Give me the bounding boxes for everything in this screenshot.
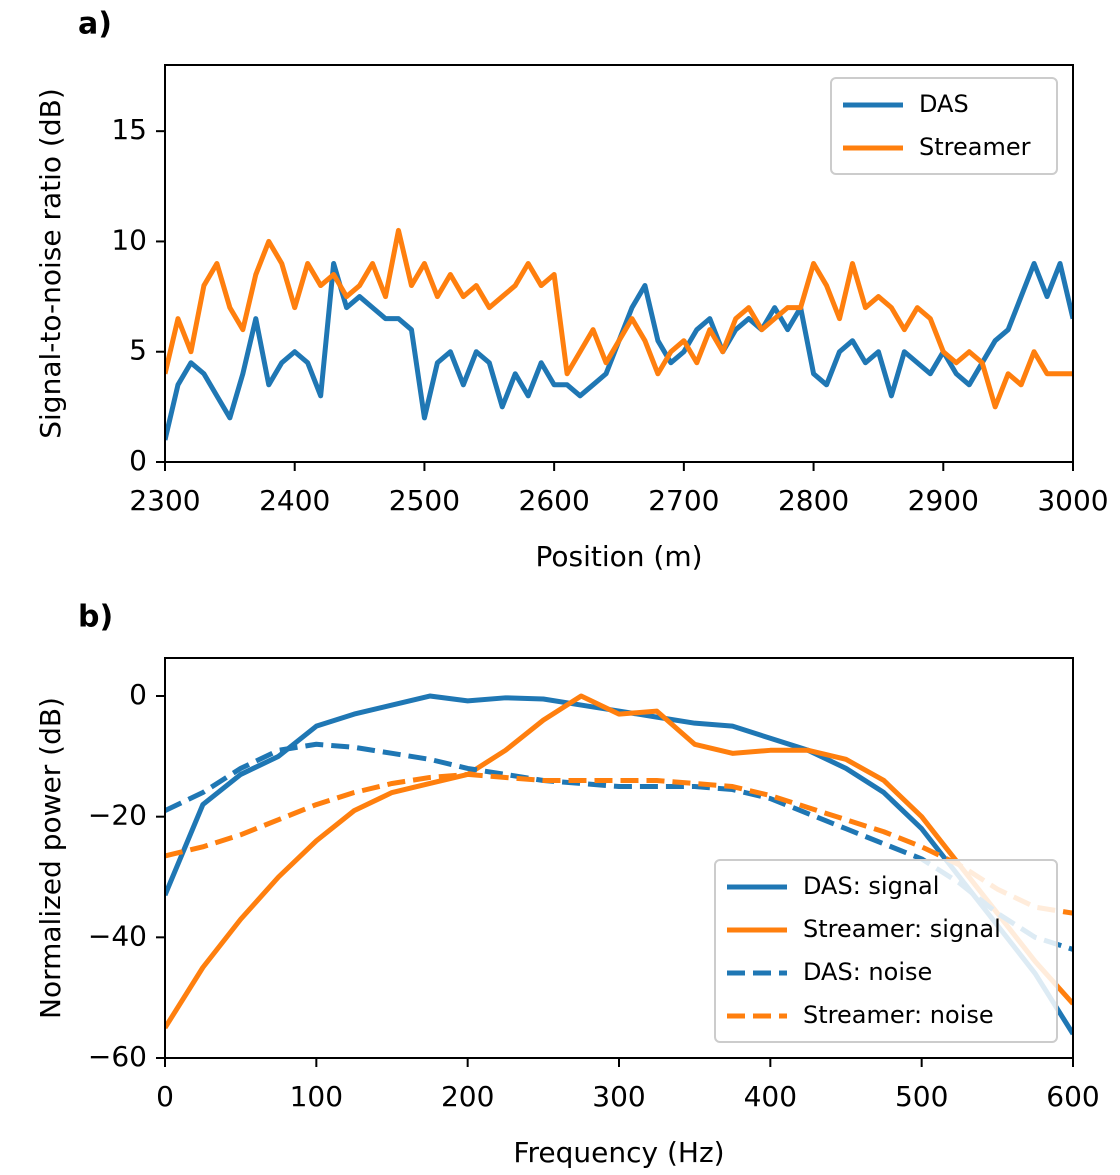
y-tick-label: 15 — [111, 113, 147, 146]
y-tick-label: 10 — [111, 223, 147, 256]
y-axis-label: Normalized power (dB) — [34, 697, 67, 1019]
legend-box — [714, 859, 1058, 1043]
y-tick-label: −60 — [88, 1040, 147, 1073]
x-tick-label: 2600 — [519, 484, 590, 517]
y-tick-label: 0 — [129, 678, 147, 711]
x-tick-label: 400 — [744, 1080, 797, 1113]
x-tick-label: 2900 — [908, 484, 979, 517]
x-tick-label: 100 — [290, 1080, 343, 1113]
series-line — [165, 227, 1073, 410]
x-tick-label: 600 — [1046, 1080, 1099, 1113]
y-tick-label: 0 — [129, 444, 147, 477]
panel-label: a) — [78, 7, 112, 42]
series-line — [165, 693, 1073, 1030]
x-tick-label: 2300 — [129, 484, 200, 517]
y-tick-label: −40 — [88, 919, 147, 952]
legend-label: Streamer: noise — [803, 1001, 994, 1029]
y-tick-label: −20 — [88, 799, 147, 832]
legend-label: DAS: signal — [803, 872, 939, 900]
x-axis-label: Frequency (Hz) — [513, 1136, 724, 1169]
legend-label: DAS — [919, 90, 969, 118]
series-line — [165, 693, 1073, 1036]
series-line — [165, 741, 1073, 952]
plot-frame — [164, 64, 1074, 463]
series-line — [165, 771, 1073, 916]
panel-label: b) — [78, 600, 113, 635]
y-axis-label: Signal-to-noise ratio (dB) — [34, 88, 67, 439]
x-tick-label: 3000 — [1037, 484, 1108, 517]
x-axis-label: Position (m) — [535, 540, 702, 573]
x-tick-label: 2500 — [389, 484, 460, 517]
x-tick-label: 2700 — [648, 484, 719, 517]
y-tick-label: 5 — [129, 334, 147, 367]
x-tick-label: 0 — [156, 1080, 174, 1113]
x-tick-label: 2800 — [778, 484, 849, 517]
x-tick-label: 2400 — [259, 484, 330, 517]
x-tick-label: 300 — [592, 1080, 645, 1113]
x-tick-label: 500 — [895, 1080, 948, 1113]
legend-label: Streamer — [919, 133, 1031, 161]
legend-label: DAS: noise — [803, 958, 932, 986]
legend-label: Streamer: signal — [803, 915, 1001, 943]
x-tick-label: 200 — [441, 1080, 494, 1113]
